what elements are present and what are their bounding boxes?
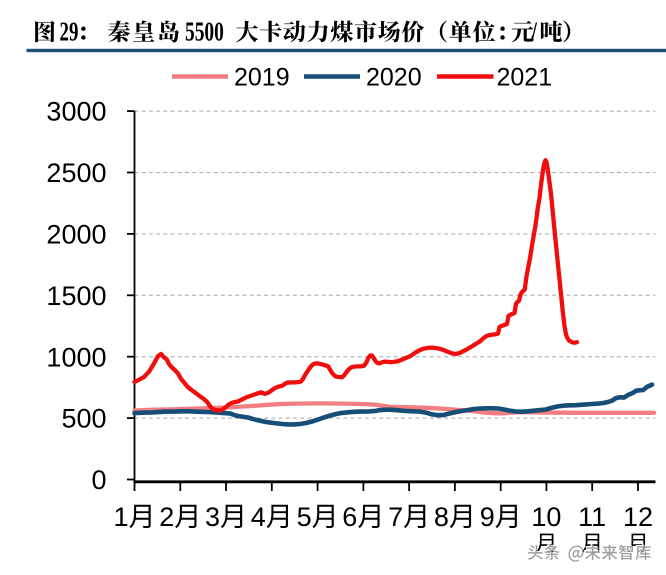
svg-text:10: 10 bbox=[531, 502, 561, 532]
svg-text:500: 500 bbox=[61, 404, 106, 434]
svg-text:4: 4 bbox=[251, 502, 266, 532]
svg-text:5: 5 bbox=[297, 502, 312, 532]
svg-text:2000: 2000 bbox=[46, 220, 106, 250]
svg-text:6: 6 bbox=[342, 502, 357, 532]
svg-text:2: 2 bbox=[159, 502, 174, 532]
svg-text:3000: 3000 bbox=[46, 97, 106, 127]
svg-text:1500: 1500 bbox=[46, 281, 106, 311]
svg-text:1: 1 bbox=[114, 502, 129, 532]
svg-text:8: 8 bbox=[434, 502, 449, 532]
svg-text:11: 11 bbox=[578, 502, 606, 532]
svg-text:2021: 2021 bbox=[497, 64, 553, 92]
svg-text:2019: 2019 bbox=[234, 64, 290, 92]
svg-text:5500: 5500 bbox=[185, 18, 224, 48]
svg-text:9: 9 bbox=[480, 502, 495, 532]
svg-text:/: / bbox=[531, 18, 538, 48]
svg-text:29: 29 bbox=[60, 17, 79, 47]
svg-text:7: 7 bbox=[388, 502, 403, 532]
svg-text:12: 12 bbox=[623, 502, 653, 532]
svg-text:2500: 2500 bbox=[46, 158, 106, 188]
svg-text:2020: 2020 bbox=[366, 64, 422, 92]
svg-text:1000: 1000 bbox=[46, 342, 106, 372]
svg-text:0: 0 bbox=[91, 465, 106, 495]
svg-text:3: 3 bbox=[205, 502, 220, 532]
